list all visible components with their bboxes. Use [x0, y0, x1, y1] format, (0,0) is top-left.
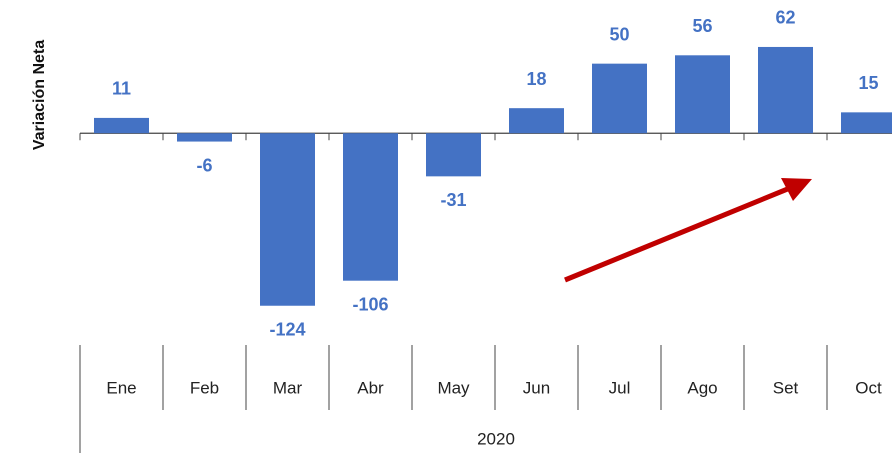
- x-tick-label: Oct: [855, 378, 882, 397]
- bar: [509, 108, 564, 134]
- x-tick-label: Set: [773, 378, 799, 397]
- bar: [675, 55, 730, 134]
- value-label: 50: [609, 24, 629, 44]
- value-label: 18: [526, 69, 546, 89]
- value-label: 11: [112, 79, 131, 99]
- bar: [426, 133, 481, 177]
- group-label: 2020: [477, 429, 515, 448]
- x-tick-label: Abr: [357, 378, 384, 397]
- x-tick-label: Jun: [523, 378, 550, 397]
- bar: [592, 63, 647, 134]
- trend-arrow-head: [781, 178, 812, 201]
- x-tick-label: Ene: [106, 378, 136, 397]
- value-label: 56: [692, 16, 712, 36]
- x-tick-label: Mar: [273, 378, 303, 397]
- bar: [343, 133, 398, 281]
- trend-arrow: [564, 185, 791, 283]
- bar: [94, 117, 149, 134]
- x-tick-label: Ago: [687, 378, 717, 397]
- value-label: -124: [269, 319, 305, 339]
- value-label: -6: [196, 155, 212, 175]
- value-label: 62: [775, 8, 795, 28]
- bar: [841, 112, 892, 134]
- bar: [177, 133, 232, 142]
- x-tick-label: Feb: [190, 378, 219, 397]
- value-label: 15: [858, 73, 878, 93]
- y-axis-label: Variación Neta: [31, 40, 48, 150]
- bar: [758, 46, 813, 134]
- bar: [260, 133, 315, 306]
- x-tick-label: Jul: [609, 378, 631, 397]
- value-label: -106: [352, 294, 388, 314]
- x-tick-label: May: [437, 378, 470, 397]
- value-label: -31: [440, 190, 466, 210]
